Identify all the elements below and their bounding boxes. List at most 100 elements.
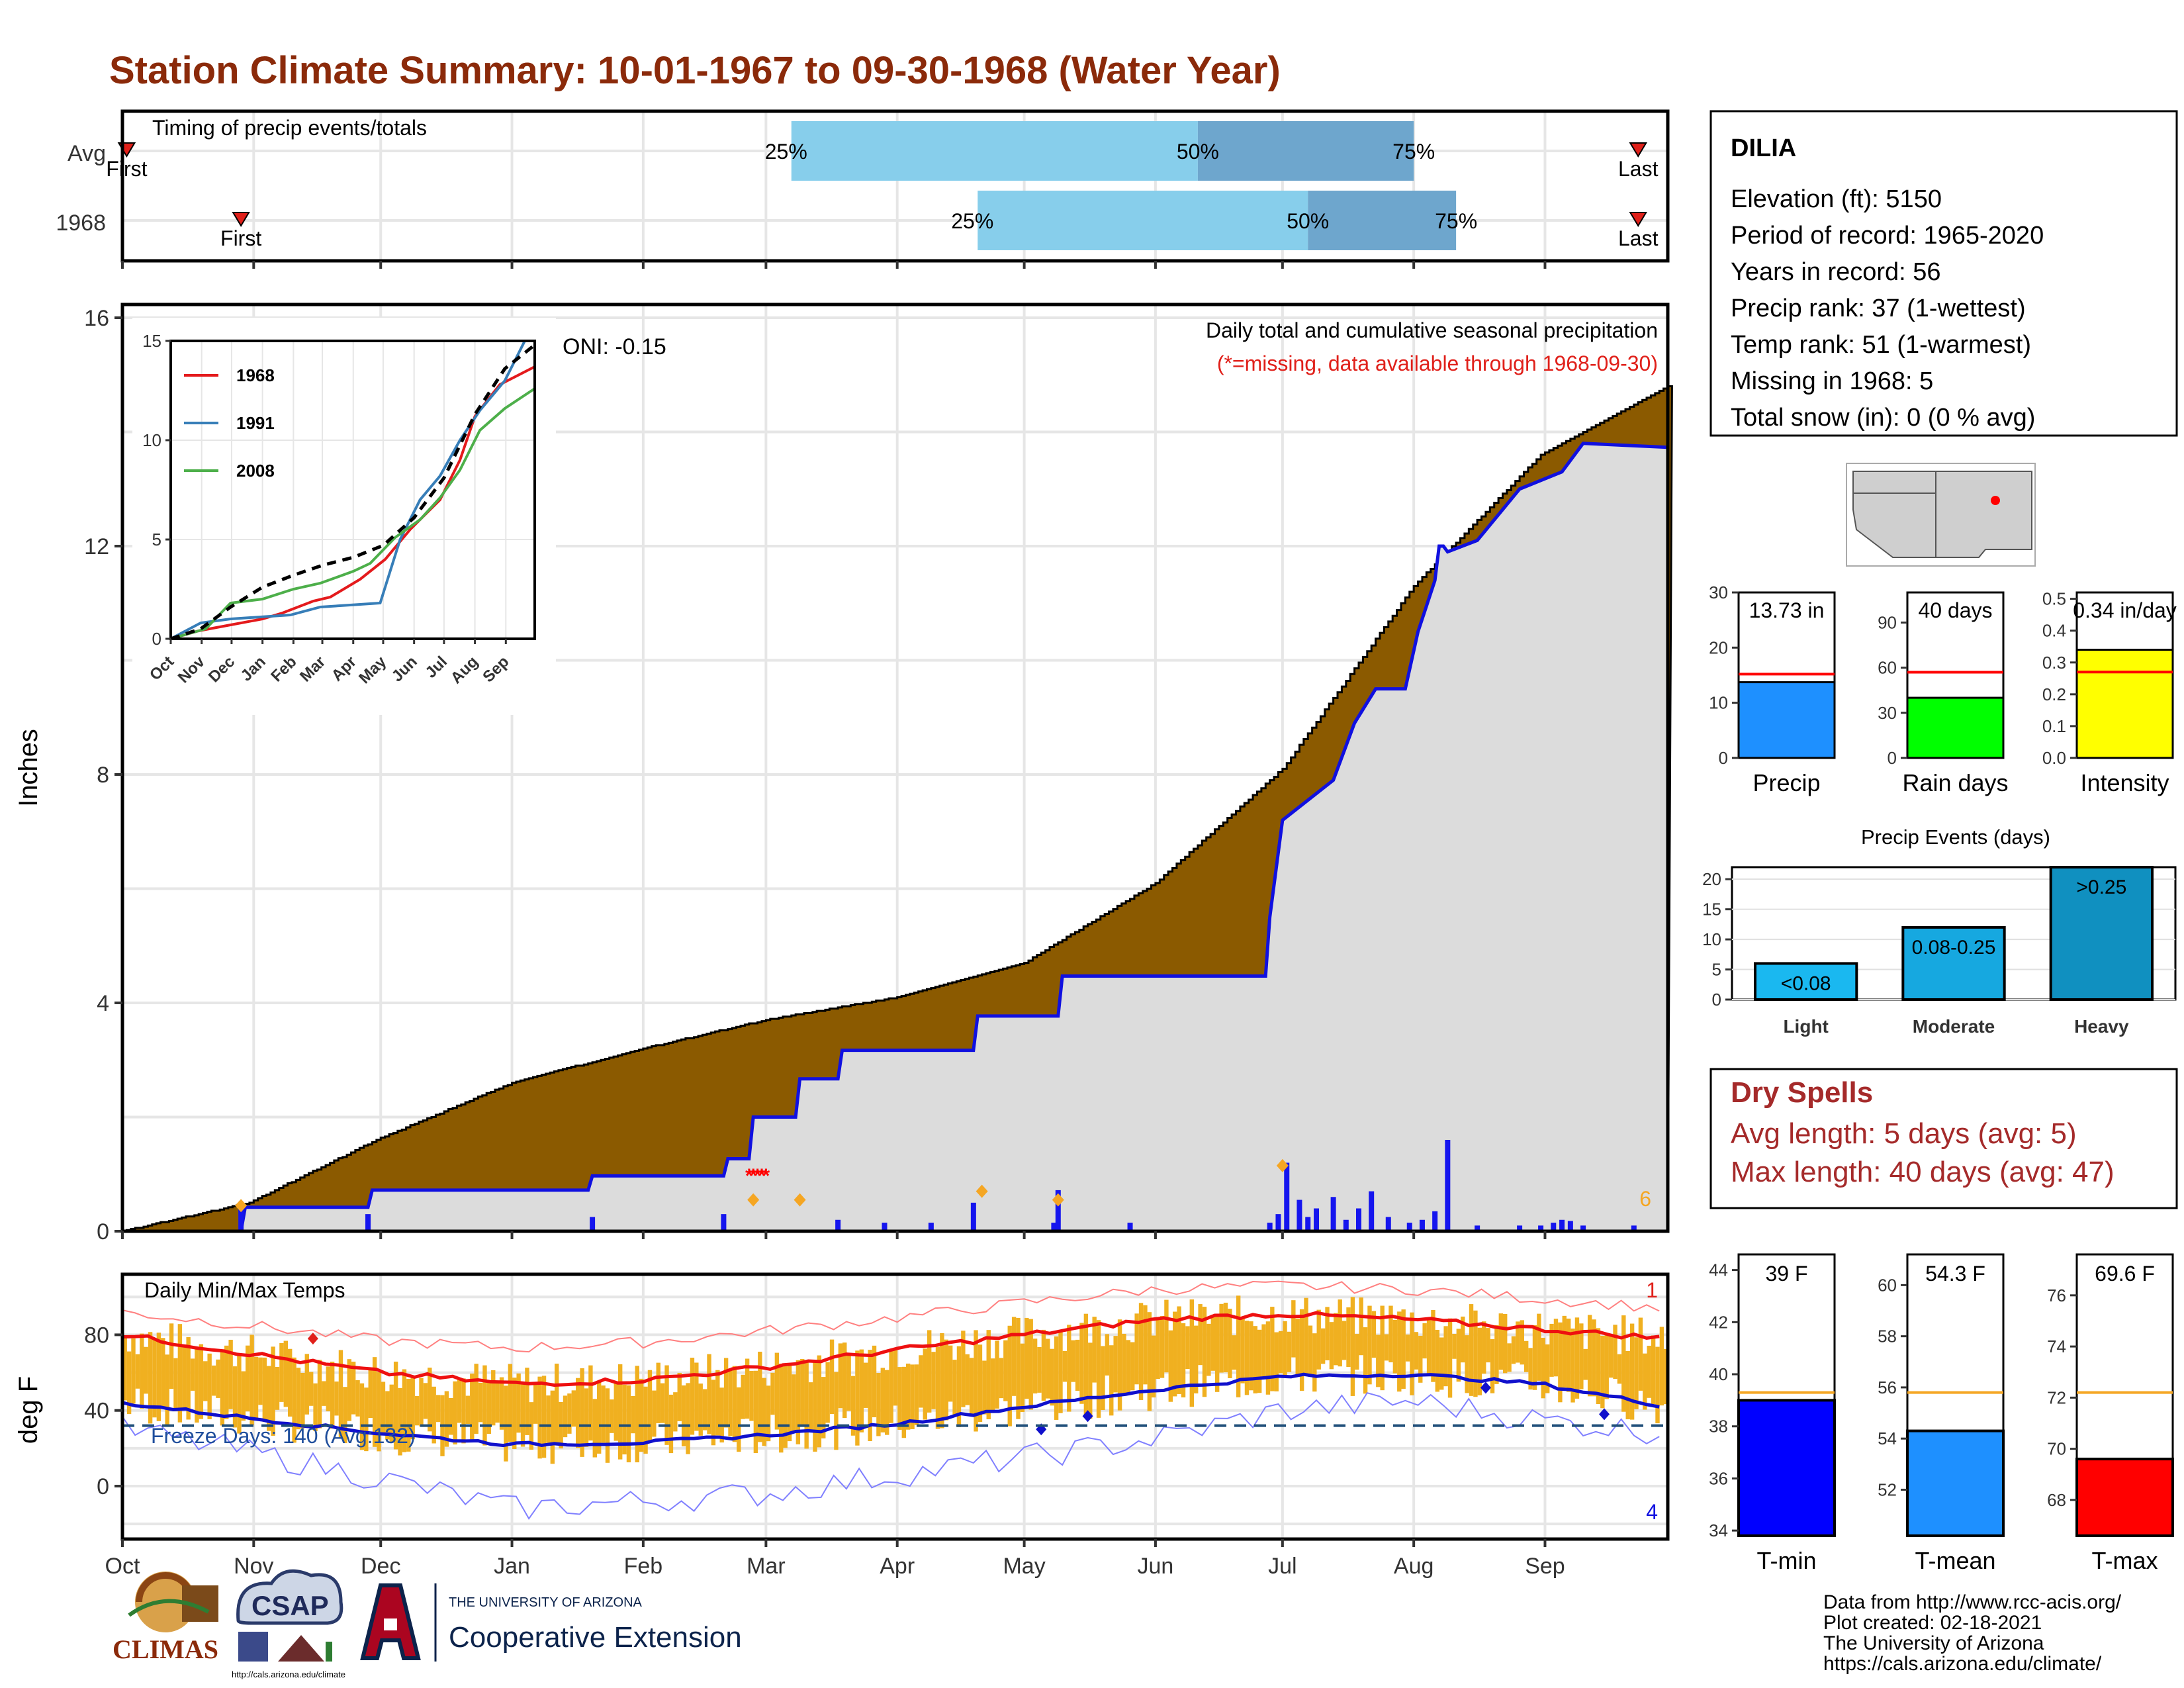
month-label: Apr bbox=[880, 1554, 915, 1579]
daily-temp-bar bbox=[935, 1346, 940, 1429]
daily-temp-bar bbox=[563, 1395, 568, 1438]
csap-url: http://cals.arizona.edu/climate bbox=[232, 1669, 345, 1679]
daily-temp-bar bbox=[982, 1360, 987, 1415]
daily-temp-bar bbox=[533, 1384, 538, 1424]
daily-precip-bar bbox=[1055, 1190, 1061, 1231]
daily-temp-bar bbox=[668, 1394, 674, 1454]
month-label: Jan bbox=[494, 1554, 530, 1579]
daily-temp-bar bbox=[203, 1361, 208, 1401]
summary-bar-ytick-label: 0 bbox=[1719, 748, 1728, 768]
daily-temp-bar bbox=[1574, 1317, 1580, 1399]
daily-temp-bar bbox=[1376, 1335, 1381, 1387]
temp-summary-ytick-label: 58 bbox=[1878, 1327, 1897, 1346]
daily-temp-bar bbox=[287, 1348, 293, 1417]
snow-diamond bbox=[235, 1199, 248, 1213]
month-label: Dec bbox=[361, 1554, 400, 1579]
event-bar-heavy bbox=[2049, 866, 2154, 1001]
daily-temp-bar bbox=[140, 1333, 144, 1409]
events-ytick-label: 0 bbox=[1712, 990, 1721, 1009]
timing-last-label: Last bbox=[1618, 157, 1659, 181]
daily-temp-bar bbox=[923, 1348, 927, 1420]
daily-precip-bar bbox=[882, 1223, 887, 1231]
missing-day-mark: * bbox=[758, 1165, 766, 1187]
daily-temp-bar bbox=[1342, 1321, 1347, 1360]
daily-temp-bar bbox=[910, 1364, 915, 1429]
month-label: Jul bbox=[1268, 1554, 1297, 1579]
timing-bar-25-50 bbox=[978, 191, 1308, 250]
avg-max-line bbox=[122, 1311, 1660, 1387]
daily-temp-bar bbox=[1422, 1323, 1427, 1359]
daily-temp-bar bbox=[1664, 1348, 1668, 1405]
daily-temp-bar bbox=[186, 1336, 191, 1420]
daily-temp-bar bbox=[1338, 1299, 1342, 1367]
daily-temp-bar bbox=[1435, 1329, 1440, 1392]
daily-temp-bar bbox=[161, 1338, 165, 1408]
daily-temp-bar bbox=[1553, 1319, 1559, 1377]
daily-temp-bar bbox=[402, 1369, 407, 1452]
snow-diamond bbox=[1276, 1158, 1289, 1172]
daily-temp-bar bbox=[927, 1330, 932, 1413]
missing-day-mark: * bbox=[745, 1165, 753, 1187]
daily-temp-bar bbox=[1503, 1313, 1508, 1374]
daily-temp-bar bbox=[1138, 1303, 1144, 1400]
daily-temp-bar bbox=[470, 1374, 475, 1441]
daily-temp-bar bbox=[1253, 1326, 1257, 1393]
daily-temp-bar bbox=[813, 1362, 817, 1452]
record-min-line bbox=[122, 1391, 1660, 1521]
daily-temp-bar bbox=[262, 1357, 267, 1423]
daily-temp-bar bbox=[1520, 1320, 1524, 1365]
daily-temp-bar bbox=[660, 1383, 665, 1423]
precip-ytick-label: 8 bbox=[97, 763, 109, 788]
daily-temp-bar bbox=[838, 1343, 843, 1409]
daily-temp-bar bbox=[478, 1382, 483, 1423]
events-ytick-label: 10 bbox=[1702, 929, 1721, 949]
daily-temp-bar bbox=[1532, 1325, 1537, 1390]
daily-temp-bar bbox=[1274, 1332, 1279, 1391]
daily-temp-bar bbox=[1024, 1317, 1029, 1399]
month-label: May bbox=[1003, 1554, 1045, 1579]
daily-temp-bar bbox=[1426, 1318, 1432, 1375]
daily-temp-bar bbox=[1198, 1304, 1203, 1366]
daily-temp-bar bbox=[974, 1330, 978, 1432]
event-category-label: Moderate bbox=[1913, 1016, 1995, 1037]
daily-temp-bar bbox=[787, 1364, 792, 1442]
daily-temp-bar bbox=[652, 1390, 657, 1437]
daily-temp-bar bbox=[1214, 1314, 1220, 1392]
daily-temp-bar bbox=[999, 1358, 1004, 1399]
daily-temp-bar bbox=[1570, 1329, 1575, 1403]
events-title: Precip Events (days) bbox=[1861, 825, 2050, 849]
precip-ytick-label: 4 bbox=[97, 991, 109, 1016]
daily-temp-bar bbox=[1007, 1325, 1012, 1427]
summary-bar-value: 0.34 in/day bbox=[2073, 598, 2177, 622]
events-ytick-label: 5 bbox=[1712, 960, 1721, 980]
daily-temp-bar bbox=[190, 1358, 195, 1391]
daily-temp-bar bbox=[1206, 1323, 1211, 1376]
ua-logo: THE UNIVERSITY OF ARIZONA Cooperative Ex… bbox=[360, 1583, 742, 1662]
daily-temp-bar bbox=[965, 1354, 970, 1405]
daily-temp-bar bbox=[737, 1387, 741, 1452]
daily-temp-bar bbox=[1291, 1300, 1296, 1358]
daily-temp-bar bbox=[1363, 1327, 1368, 1394]
missing-note: (*=missing, data available through 1968-… bbox=[1217, 352, 1658, 375]
daily-temp-bar bbox=[1210, 1315, 1215, 1371]
daily-temp-bar bbox=[1308, 1325, 1313, 1377]
daily-temp-bar bbox=[1486, 1328, 1490, 1363]
daily-temp-bar bbox=[423, 1383, 428, 1419]
daily-temp-bar bbox=[1050, 1348, 1054, 1406]
daily-temp-bar bbox=[1028, 1319, 1033, 1410]
month-label: Sep bbox=[1525, 1554, 1565, 1579]
daily-temp-bar bbox=[914, 1364, 919, 1425]
temp-ylabel: deg F bbox=[14, 1376, 43, 1444]
daily-temp-bar bbox=[584, 1388, 589, 1447]
footer-line-1: Data from http://www.rcc-acis.org/ bbox=[1823, 1591, 2122, 1613]
daily-temp-bar bbox=[246, 1345, 250, 1412]
station-info: DILIA Elevation (ft): 5150 Period of rec… bbox=[1709, 110, 2178, 437]
dry-spells: Dry Spells Avg length: 5 days (avg: 5) M… bbox=[1709, 1068, 2178, 1209]
daily-temp-bar bbox=[377, 1372, 381, 1452]
daily-temp-bar bbox=[1173, 1311, 1177, 1397]
daily-temp-bar bbox=[1071, 1340, 1075, 1382]
inset-ytick-label: 0 bbox=[152, 629, 161, 649]
summary-bar-fill bbox=[2075, 649, 2174, 759]
daily-temp-bar bbox=[1130, 1342, 1135, 1391]
daily-temp-bar bbox=[1562, 1315, 1567, 1388]
